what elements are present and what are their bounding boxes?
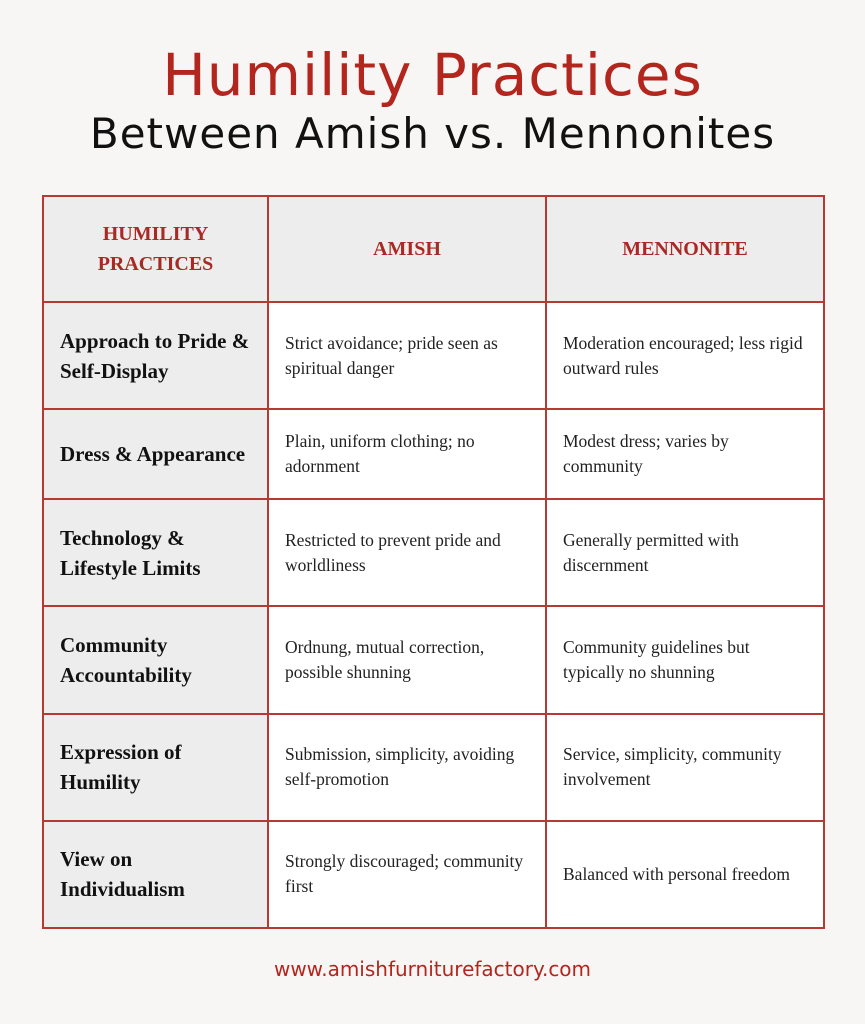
row-practice: View on Individualism	[42, 819, 269, 930]
mennonite-cell: Moderation encouraged; less rigid outwar…	[545, 300, 825, 411]
amish-cell: Ordnung, mutual correction, possible shu…	[267, 605, 547, 715]
amish-cell: Plain, uniform clothing; no adornment	[267, 408, 547, 501]
row-practice: Dress & Appearance	[42, 408, 269, 501]
row-practice: Expression of Humility	[42, 712, 269, 822]
mennonite-cell: Balanced with personal freedom	[545, 819, 825, 930]
comparison-table: HUMILITY PRACTICES AMISH MENNONITE Appro…	[42, 195, 825, 930]
table-row: Expression of Humility Submission, simpli…	[42, 712, 825, 822]
table-row: View on Individualism Strongly discourage…	[42, 819, 825, 930]
mennonite-cell: Modest dress; varies by community	[545, 408, 825, 501]
header-label: MENNONITE	[622, 238, 748, 260]
header-mennonite: MENNONITE	[545, 195, 825, 303]
title-line-1: Humility Practices	[162, 41, 703, 109]
mennonite-cell: Service, simplicity, community involveme…	[545, 712, 825, 822]
header-practices: HUMILITY PRACTICES	[42, 195, 269, 303]
header-label: AMISH	[373, 238, 441, 260]
row-practice: Approach to Pride & Self-Display	[42, 300, 269, 411]
table-row: Technology & Lifestyle Limits Restricted …	[42, 498, 825, 608]
table-row: Community Accountability Ordnung, mutual …	[42, 605, 825, 715]
table-header-row: HUMILITY PRACTICES AMISH MENNONITE	[42, 195, 825, 303]
amish-cell: Restricted to prevent pride and worldlin…	[267, 498, 547, 608]
header-label: HUMILITY PRACTICES	[97, 223, 214, 275]
mennonite-cell: Community guidelines but typically no sh…	[545, 605, 825, 715]
mennonite-cell: Generally permitted with discernment	[545, 498, 825, 608]
row-practice: Technology & Lifestyle Limits	[42, 498, 269, 608]
table-row: Approach to Pride & Self-Display Strict a…	[42, 300, 825, 411]
amish-cell: Strict avoidance; pride seen as spiritua…	[267, 300, 547, 411]
amish-cell: Strongly discouraged; community first	[267, 819, 547, 930]
title-line-2: Between Amish vs. Mennonites	[89, 109, 776, 158]
header-amish: AMISH	[267, 195, 547, 303]
table-row: Dress & Appearance Plain, uniform clothin…	[42, 408, 825, 501]
row-practice: Community Accountability	[42, 605, 269, 715]
website-link[interactable]: www.amishfurniturefactory.com	[273, 957, 592, 981]
amish-cell: Submission, simplicity, avoiding self-pr…	[267, 712, 547, 822]
